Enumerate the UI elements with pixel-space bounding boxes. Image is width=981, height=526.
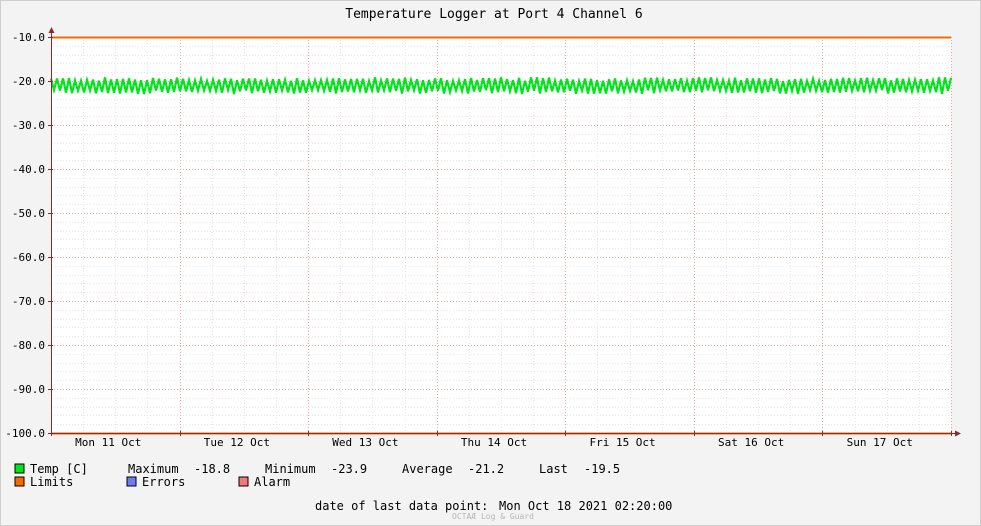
axes xyxy=(48,27,961,437)
y-tick-label: -70.0 xyxy=(12,295,45,308)
legend-swatch-errors xyxy=(126,476,137,487)
y-tick-label: -30.0 xyxy=(12,119,45,132)
x-tick-label: Thu 14 Oct xyxy=(461,436,527,449)
y-tick-labels: -10.0 -20.0 -30.0 -40.0 -50.0 -60.0 -70.0 -80.0… xyxy=(5,31,45,440)
y-tick-label: -20.0 xyxy=(12,75,45,88)
y-tick-label: -100.0 xyxy=(5,427,45,440)
footer-label: date of last data point: xyxy=(315,499,488,513)
y-tick-label: -80.0 xyxy=(12,339,45,352)
legend-label-temp: Temp [C] xyxy=(30,462,88,476)
y-tick-label: -50.0 xyxy=(12,207,45,220)
x-tick-label: Wed 13 Oct xyxy=(332,436,398,449)
stat-maximum-value: -18.8 xyxy=(194,462,230,476)
y-tick-label: -90.0 xyxy=(12,383,45,396)
legend: Temp [C] Maximum -18.8 Minimum -23.9 Ave… xyxy=(14,462,620,489)
x-tick-label: Fri 15 Oct xyxy=(589,436,655,449)
x-tick-label: Sun 17 Oct xyxy=(847,436,913,449)
y-tick-label: -60.0 xyxy=(12,251,45,264)
legend-label-errors: Errors xyxy=(142,475,185,489)
stat-last-value: -19.5 xyxy=(584,462,620,476)
x-tick-label: Mon 11 Oct xyxy=(75,436,141,449)
x-axis-arrow xyxy=(955,430,961,437)
x-tick-label: Sat 16 Oct xyxy=(718,436,784,449)
watermark: OCTAÆ Log & Guard xyxy=(452,512,534,521)
stat-average-value: -21.2 xyxy=(468,462,504,476)
grid-minor xyxy=(51,37,951,433)
footer-last-data-point: Mon Oct 18 2021 02:20:00 xyxy=(499,499,672,513)
legend-swatch-limits xyxy=(14,476,25,487)
legend-swatch-temp xyxy=(14,463,25,474)
legend-label-limits: Limits xyxy=(30,475,73,489)
stat-average-label: Average xyxy=(402,462,453,476)
stat-last-label: Last xyxy=(539,462,568,476)
series-temp-line xyxy=(49,74,953,97)
x-tick-labels: Mon 11 Oct Tue 12 Oct Wed 13 Oct Thu 14 Oct… xyxy=(75,436,913,449)
chart-title: Temperature Logger at Port 4 Channel 6 xyxy=(345,7,642,22)
legend-swatch-alarm xyxy=(238,476,249,487)
stat-minimum-value: -23.9 xyxy=(331,462,367,476)
legend-label-alarm: Alarm xyxy=(254,475,290,489)
series-temp xyxy=(49,74,953,97)
x-tick-label: Tue 12 Oct xyxy=(204,436,270,449)
y-tick-label: -40.0 xyxy=(12,163,45,176)
stat-maximum-label: Maximum xyxy=(128,462,179,476)
y-axis-arrow xyxy=(48,27,55,33)
y-tick-label: -10.0 xyxy=(12,31,45,44)
stat-minimum-label: Minimum xyxy=(265,462,316,476)
